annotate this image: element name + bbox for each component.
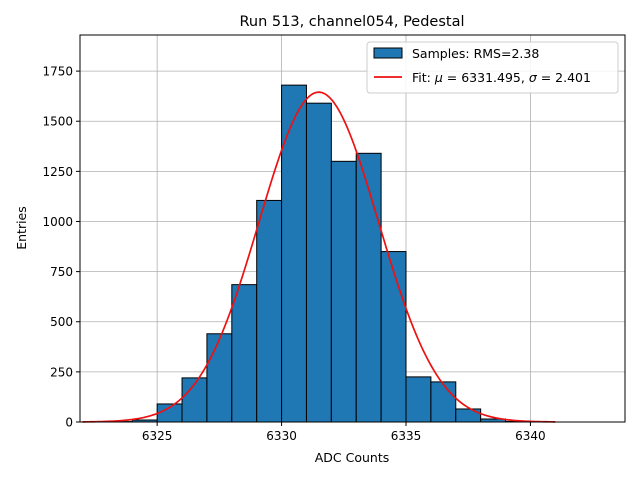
histogram-bar xyxy=(406,377,431,422)
histogram-bar xyxy=(381,252,406,422)
chart-title: Run 513, channel054, Pedestal xyxy=(239,14,464,30)
histogram-bar xyxy=(232,285,257,422)
legend-fit-sigma-value: = 2.401 xyxy=(537,70,591,85)
histogram-bar xyxy=(331,161,356,422)
legend-fit-mu-value: = 6331.495, xyxy=(443,70,529,85)
y-tick-label: 0 xyxy=(65,416,73,430)
legend-samples-swatch xyxy=(374,48,402,58)
legend-fit-label: Fit: μ = 6331.495, σ = 2.401 xyxy=(412,70,591,85)
y-tick-label: 1250 xyxy=(42,165,73,179)
y-axis-label: Entries xyxy=(14,206,29,250)
x-tick-label: 6330 xyxy=(266,429,297,443)
legend-fit-prefix: Fit: xyxy=(412,70,435,85)
histogram-bar xyxy=(207,334,232,422)
x-tick-label: 6335 xyxy=(391,429,422,443)
y-tick-label: 1750 xyxy=(42,65,73,79)
histogram-bar xyxy=(306,103,331,422)
y-tick-label: 1500 xyxy=(42,115,73,129)
y-tick-label: 750 xyxy=(50,265,73,279)
y-tick-label: 500 xyxy=(50,315,73,329)
x-tick-label: 6325 xyxy=(142,429,173,443)
y-tick-label: 1000 xyxy=(42,215,73,229)
x-tick-label: 6340 xyxy=(515,429,546,443)
x-axis-label: ADC Counts xyxy=(315,450,390,465)
histogram-bar xyxy=(431,382,456,422)
histogram-bar xyxy=(257,200,282,422)
histogram-bar xyxy=(282,85,307,422)
legend-fit-mu-symbol: μ xyxy=(434,70,443,85)
y-tick-label: 250 xyxy=(50,365,73,379)
histogram-bar xyxy=(456,409,481,422)
histogram-bar xyxy=(356,153,381,422)
legend: Samples: RMS=2.38 Fit: μ = 6331.495, σ =… xyxy=(367,42,618,93)
legend-samples-label: Samples: RMS=2.38 xyxy=(412,46,539,61)
